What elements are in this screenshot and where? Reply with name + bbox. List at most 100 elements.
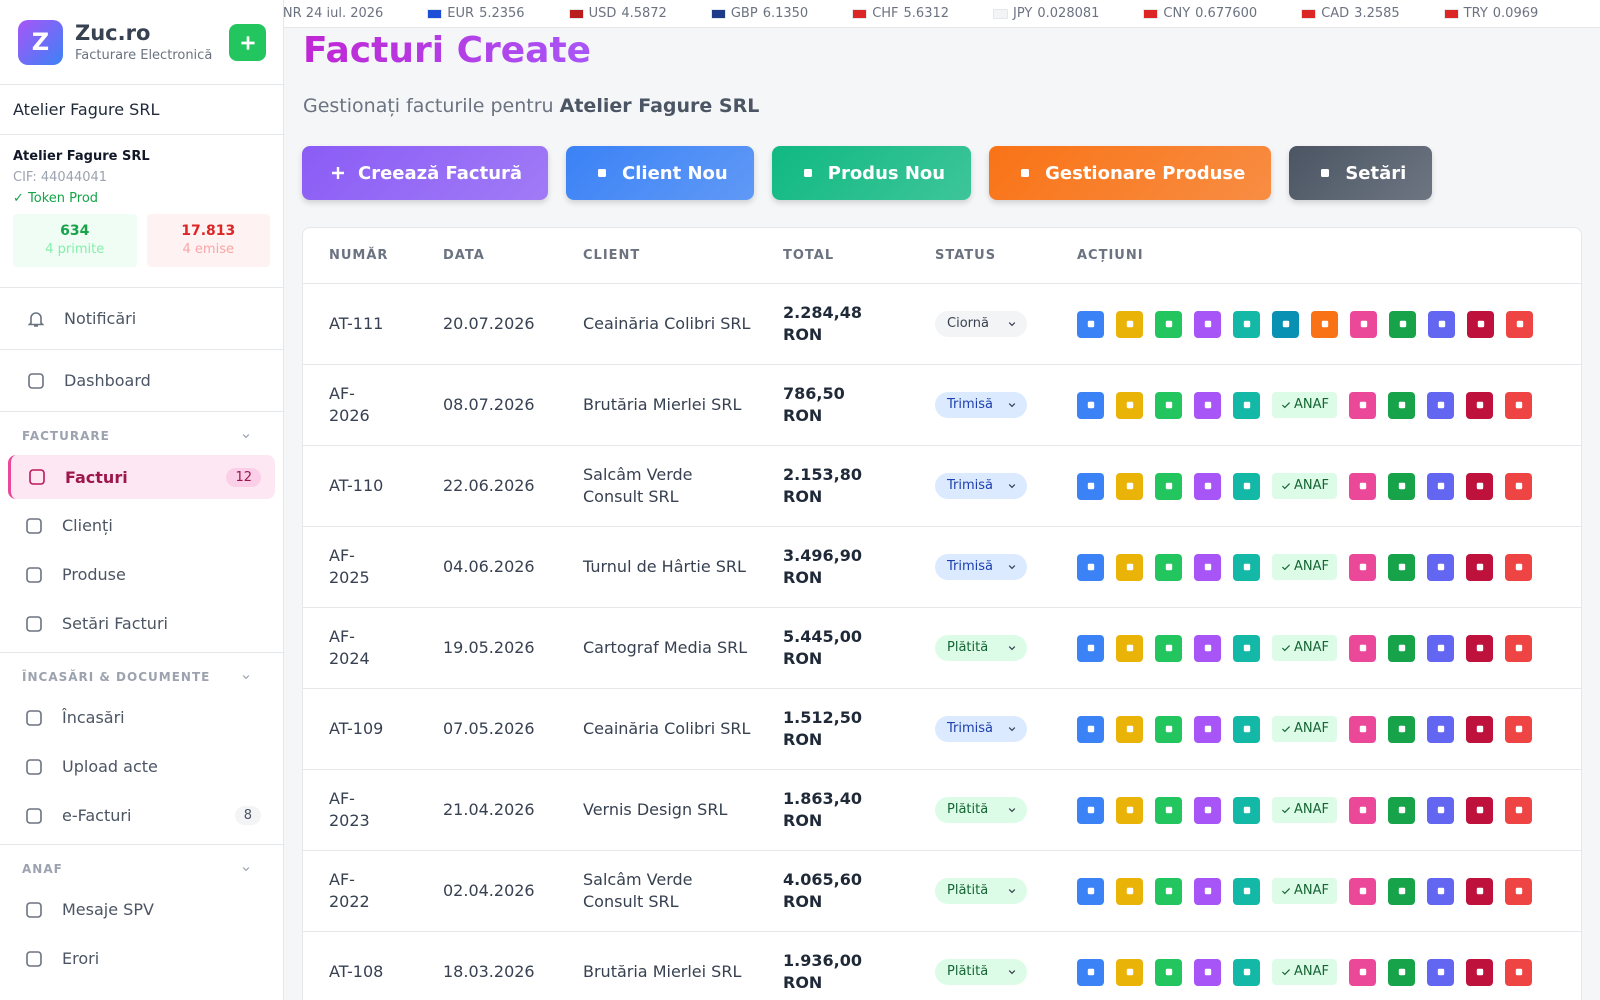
icon-button[interactable] xyxy=(1427,715,1454,743)
icon-button[interactable] xyxy=(1194,958,1221,986)
icon-button[interactable] xyxy=(1233,877,1260,905)
icon-button[interactable] xyxy=(1427,472,1454,500)
icon-button[interactable] xyxy=(1349,634,1376,662)
icon-button[interactable] xyxy=(1077,634,1104,662)
nav-item[interactable]: Upload acte xyxy=(8,742,275,791)
icon-button[interactable] xyxy=(1506,310,1533,338)
company-selector[interactable]: Atelier Fagure SRL xyxy=(0,85,283,135)
icon-button[interactable] xyxy=(1311,310,1338,338)
icon-button[interactable] xyxy=(1077,796,1104,824)
icon-button[interactable] xyxy=(1272,310,1299,338)
icon-button[interactable] xyxy=(1194,472,1221,500)
icon-button[interactable] xyxy=(1155,877,1182,905)
icon-button[interactable] xyxy=(1466,472,1493,500)
icon-button[interactable] xyxy=(1077,715,1104,743)
icon-button[interactable] xyxy=(1389,310,1416,338)
status-select[interactable]: Plătită xyxy=(935,878,1027,904)
icon-button[interactable] xyxy=(1505,472,1532,500)
icon-button[interactable] xyxy=(1233,553,1260,581)
status-select[interactable]: Plătită xyxy=(935,635,1027,661)
icon-button[interactable] xyxy=(1116,796,1143,824)
icon-button[interactable] xyxy=(1349,391,1376,419)
nav-item[interactable]: Facturi 12 xyxy=(8,455,275,499)
icon-button[interactable] xyxy=(1427,553,1454,581)
icon-button[interactable] xyxy=(1427,391,1454,419)
add-button[interactable] xyxy=(229,24,266,61)
icon-button[interactable] xyxy=(1233,958,1260,986)
icon-button[interactable] xyxy=(1505,877,1532,905)
section-header[interactable]: FACTURARE xyxy=(8,412,275,452)
icon-button[interactable] xyxy=(1388,553,1415,581)
icon-button[interactable] xyxy=(1349,796,1376,824)
icon-button[interactable] xyxy=(1116,310,1143,338)
icon-button[interactable] xyxy=(1505,958,1532,986)
icon-button[interactable] xyxy=(1194,877,1221,905)
icon-button[interactable] xyxy=(1349,958,1376,986)
icon-button[interactable] xyxy=(1116,553,1143,581)
icon-button[interactable] xyxy=(1077,958,1104,986)
icon-button[interactable] xyxy=(1505,634,1532,662)
nav-item[interactable]: Setări Facturi xyxy=(8,599,275,648)
icon-button[interactable] xyxy=(1388,472,1415,500)
icon-button[interactable] xyxy=(1505,715,1532,743)
status-select[interactable]: Trimisă xyxy=(935,716,1027,742)
icon-button[interactable] xyxy=(1388,877,1415,905)
icon-button[interactable] xyxy=(1388,391,1415,419)
icon-button[interactable] xyxy=(1155,391,1182,419)
icon-button[interactable] xyxy=(1116,391,1143,419)
icon-button[interactable] xyxy=(1194,553,1221,581)
icon-button[interactable] xyxy=(1194,796,1221,824)
icon-button[interactable] xyxy=(1505,391,1532,419)
action-button[interactable]: Gestionare Produse xyxy=(989,146,1272,200)
action-button[interactable]: Creează Factură xyxy=(302,146,549,200)
nav-item[interactable]: Token ANAF xyxy=(8,983,275,1000)
icon-button[interactable] xyxy=(1466,391,1493,419)
nav-item[interactable]: Notificări xyxy=(0,288,283,350)
icon-button[interactable] xyxy=(1466,634,1493,662)
icon-button[interactable] xyxy=(1427,634,1454,662)
icon-button[interactable] xyxy=(1349,877,1376,905)
nav-item[interactable]: Clienți xyxy=(8,501,275,550)
status-select[interactable]: Plătită xyxy=(935,959,1027,985)
icon-button[interactable] xyxy=(1077,877,1104,905)
status-select[interactable]: Plătită xyxy=(935,797,1027,823)
icon-button[interactable] xyxy=(1388,715,1415,743)
icon-button[interactable] xyxy=(1155,796,1182,824)
icon-button[interactable] xyxy=(1427,796,1454,824)
nav-item[interactable]: e-Facturi 8 xyxy=(8,791,275,840)
icon-button[interactable] xyxy=(1116,877,1143,905)
icon-button[interactable] xyxy=(1427,958,1454,986)
icon-button[interactable] xyxy=(1194,715,1221,743)
icon-button[interactable] xyxy=(1116,958,1143,986)
icon-button[interactable] xyxy=(1194,391,1221,419)
icon-button[interactable] xyxy=(1466,553,1493,581)
icon-button[interactable] xyxy=(1155,715,1182,743)
icon-button[interactable] xyxy=(1428,310,1455,338)
icon-button[interactable] xyxy=(1155,310,1182,338)
icon-button[interactable] xyxy=(1116,634,1143,662)
icon-button[interactable] xyxy=(1194,634,1221,662)
icon-button[interactable] xyxy=(1233,310,1260,338)
icon-button[interactable] xyxy=(1466,877,1493,905)
icon-button[interactable] xyxy=(1077,553,1104,581)
icon-button[interactable] xyxy=(1155,958,1182,986)
section-header[interactable]: ANAF xyxy=(8,845,275,885)
icon-button[interactable] xyxy=(1466,958,1493,986)
icon-button[interactable] xyxy=(1233,715,1260,743)
icon-button[interactable] xyxy=(1155,634,1182,662)
icon-button[interactable] xyxy=(1349,553,1376,581)
status-select[interactable]: Trimisă xyxy=(935,554,1027,580)
status-select[interactable]: Ciornă xyxy=(935,311,1027,337)
icon-button[interactable] xyxy=(1349,715,1376,743)
icon-button[interactable] xyxy=(1233,391,1260,419)
icon-button[interactable] xyxy=(1505,796,1532,824)
icon-button[interactable] xyxy=(1388,634,1415,662)
status-select[interactable]: Trimisă xyxy=(935,473,1027,499)
icon-button[interactable] xyxy=(1116,472,1143,500)
icon-button[interactable] xyxy=(1466,796,1493,824)
nav-item[interactable]: Produse xyxy=(8,550,275,599)
icon-button[interactable] xyxy=(1505,553,1532,581)
icon-button[interactable] xyxy=(1427,877,1454,905)
icon-button[interactable] xyxy=(1194,310,1221,338)
nav-item[interactable]: Încasări xyxy=(8,693,275,742)
